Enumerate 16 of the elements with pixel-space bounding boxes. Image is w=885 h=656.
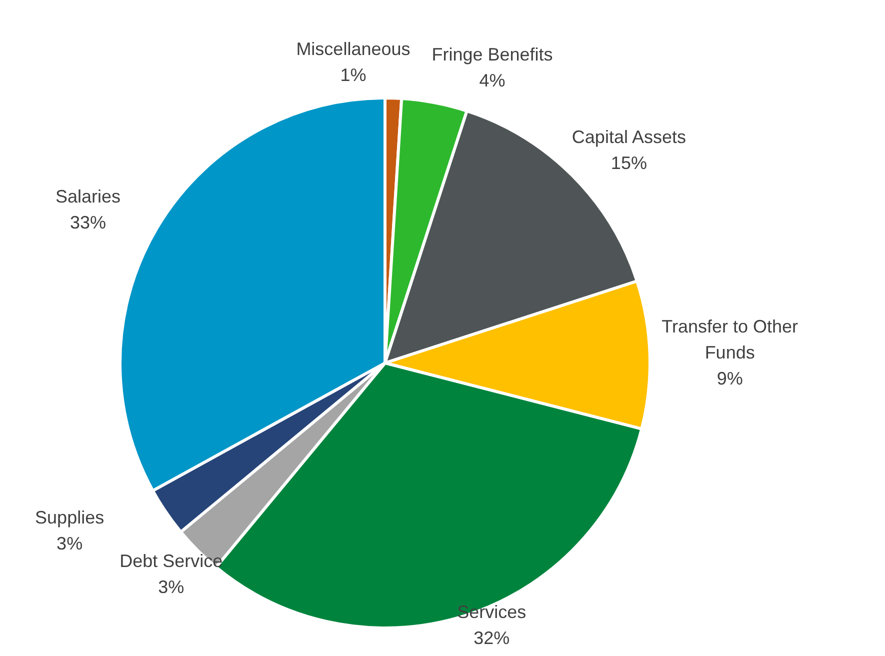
data-label: 9% (716, 368, 743, 389)
slice-label: Fringe Benefits (432, 44, 553, 64)
data-label: 3% (158, 577, 184, 598)
slice-label: Debt Service (120, 551, 223, 572)
slice-label: Transfer to Other Funds (662, 316, 798, 363)
data-label: 15% (610, 152, 647, 173)
slice-label: Supplies (35, 508, 104, 528)
data-label: 1% (340, 65, 366, 86)
data-label: 4% (479, 70, 506, 90)
data-label: 33% (70, 212, 106, 232)
slice-label: Salaries (56, 186, 121, 206)
slice-label: Services (457, 602, 526, 622)
slice-label: Miscellaneous (296, 39, 410, 60)
data-label: 3% (56, 534, 83, 554)
data-label: 32% (474, 628, 510, 648)
slice-label: Capital Assets (572, 126, 686, 147)
